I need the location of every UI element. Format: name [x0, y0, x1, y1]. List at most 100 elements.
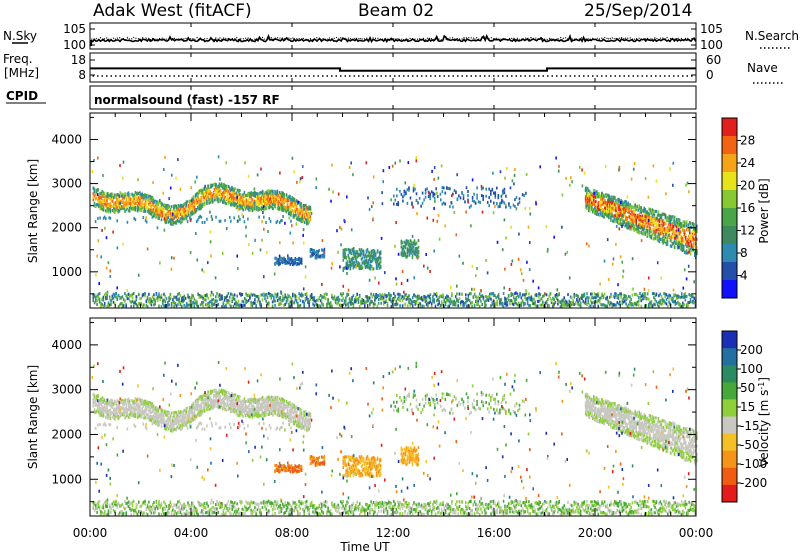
power-cell: [184, 203, 187, 206]
power-cell: [367, 299, 370, 303]
power-cell: [209, 299, 212, 303]
power-cell: [645, 218, 648, 221]
power-cell: [281, 261, 284, 265]
power-cell: [264, 198, 266, 202]
power-cell: [159, 261, 161, 265]
power-cell: [626, 226, 628, 229]
power-cell: [318, 255, 321, 259]
power-cell: [602, 202, 604, 206]
power-cell: [286, 205, 289, 209]
power-cell: [283, 260, 285, 264]
power-cell: [289, 210, 291, 214]
power-cell: [255, 206, 257, 210]
power-cell: [365, 161, 368, 165]
power-cell: [477, 200, 480, 204]
power-cell: [152, 212, 155, 216]
power-cell: [189, 218, 192, 222]
power-cell: [259, 248, 262, 252]
power-cell: [179, 300, 182, 304]
power-cell: [132, 301, 135, 305]
power-cell: [281, 294, 284, 298]
power-cell: [113, 206, 115, 210]
power-cell: [211, 302, 213, 305]
power-cell: [228, 299, 231, 303]
power-cell: [200, 188, 203, 192]
power-cell: [638, 218, 640, 221]
power-cell: [462, 194, 465, 198]
power-cell: [285, 261, 288, 265]
power-cell: [599, 203, 601, 207]
power-cell: [663, 235, 666, 239]
power-cell: [502, 191, 504, 195]
power-cell: [427, 294, 429, 298]
power-cell: [256, 300, 259, 304]
power-cell: [657, 219, 660, 222]
power-cell: [436, 191, 438, 195]
power-cell: [413, 183, 416, 187]
power-cell: [180, 221, 182, 225]
power-cell: [607, 193, 609, 197]
power-cell: [356, 251, 359, 255]
power-cell: [349, 262, 352, 266]
power-cell: [343, 266, 346, 270]
power-cell: [227, 189, 230, 193]
power-cell: [142, 203, 145, 207]
power-cell: [683, 234, 686, 238]
power-cell: [662, 212, 665, 216]
power-cell: [161, 213, 164, 217]
power-cell: [259, 300, 261, 304]
power-cell: [140, 196, 142, 200]
power-cell: [263, 207, 265, 211]
power-cell: [217, 155, 220, 159]
power-cell: [145, 194, 148, 197]
power-cell: [110, 198, 113, 202]
power-cell: [95, 190, 98, 194]
power-cell: [628, 225, 630, 229]
power-cell: [314, 302, 317, 306]
power-cell: [155, 209, 157, 213]
power-cell: [270, 189, 273, 193]
power-cell: [595, 200, 597, 204]
power-cell: [264, 293, 266, 297]
power-cell: [640, 225, 642, 229]
power-cell: [96, 299, 98, 303]
power-cell: [584, 197, 587, 201]
power-cell: [260, 205, 263, 209]
power-cell: [220, 296, 222, 300]
power-cell: [644, 208, 647, 211]
power-cell: [241, 293, 244, 296]
power-cell: [317, 298, 319, 302]
power-cell: [400, 282, 403, 285]
power-cell: [148, 198, 150, 202]
power-cell: [288, 302, 290, 306]
power-cell: [353, 298, 356, 302]
power-cell: [355, 249, 358, 253]
power-cell: [152, 210, 155, 214]
power-cell: [686, 242, 689, 246]
power-cell: [661, 230, 664, 234]
power-cell: [343, 301, 346, 305]
power-cell: [170, 295, 173, 299]
power-cell: [639, 218, 641, 222]
power-cell: [284, 259, 286, 263]
power-cell: [181, 219, 183, 223]
power-cell: [440, 164, 443, 168]
power-cell: [378, 253, 381, 257]
power-cell: [615, 202, 617, 206]
power-cell: [276, 219, 279, 223]
power-cell: [644, 214, 647, 218]
power-cell: [449, 299, 452, 303]
power-cell: [642, 208, 645, 212]
power-cell: [622, 207, 624, 211]
power-cell: [380, 236, 383, 240]
power-cell: [480, 184, 483, 188]
power-cell: [494, 195, 497, 199]
power-cell: [137, 273, 140, 277]
power-cell: [604, 213, 606, 216]
power-cell: [278, 221, 281, 225]
power-cell: [452, 205, 454, 209]
power-cell: [306, 221, 308, 225]
power-cell: [351, 259, 354, 262]
power-cell: [303, 221, 306, 224]
power-cell: [259, 201, 262, 205]
